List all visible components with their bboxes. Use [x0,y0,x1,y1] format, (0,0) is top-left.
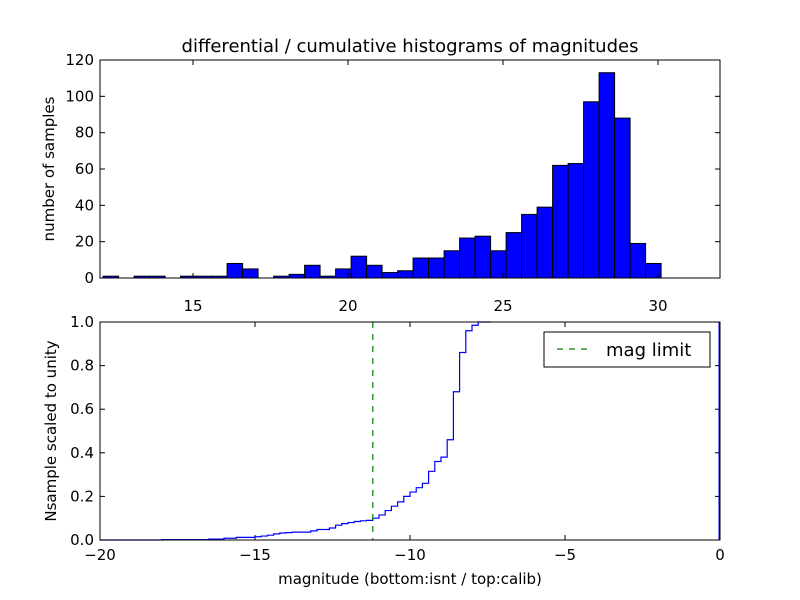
histogram-bar [428,257,445,279]
histogram-bar [459,237,476,279]
histogram-bar [242,268,259,279]
histogram-ticks: 0 20 40 60 80 100 120 15 20 25 30 [65,51,720,315]
histogram-bar [567,163,585,279]
histogram-bar [288,273,306,279]
x-tick-label: 25 [493,297,512,315]
cumulative-axes-frame [99,321,721,541]
y-tick-label: 1.0 [70,313,94,331]
histogram-panel: differential / cumulative histograms of … [40,36,721,315]
cumulative-y-axis-label: Nsample scaled to unity [42,340,60,521]
histogram-bar [645,262,662,279]
histogram-y-axis-label: number of samples [40,96,58,241]
histogram-bar [614,117,631,279]
y-tick-label: 80 [75,124,94,142]
x-tick-label: −5 [554,546,576,564]
chart-title: differential / cumulative histograms of … [182,36,639,57]
x-tick-label: 15 [183,297,202,315]
legend: mag limit [543,331,711,368]
histogram-axes-frame [99,59,721,279]
y-tick-label: 0.8 [70,357,94,375]
histogram-bar [474,235,492,279]
y-tick-label: 0.2 [70,487,94,505]
cumulative-panel: magnitude (bottom:isnt / top:calib) Nsam… [42,313,725,588]
y-tick-label: 20 [75,233,94,251]
histogram-bar [598,72,616,279]
x-tick-label: −20 [84,546,116,564]
histogram-bar [304,264,321,279]
cumulative-ticks: 0.0 0.2 0.4 0.6 0.8 1.0 −20 −15 −10 −5 0 [70,313,725,564]
y-tick-label: 120 [65,51,94,69]
x-tick-label: 30 [648,297,667,315]
y-tick-label: 0.4 [70,444,94,462]
histogram-bar [366,264,383,279]
histogram-bar [412,257,430,279]
histogram-bar [505,232,523,279]
histogram-bar [629,242,647,279]
y-tick-label: 100 [65,87,94,105]
x-tick-label: −15 [239,546,271,564]
y-tick-label: 60 [75,160,94,178]
histogram-bar [521,213,538,279]
cumulative-step-line [100,321,491,541]
y-tick-label: 0.6 [70,400,94,418]
legend-label-mag-limit: mag limit [606,340,691,361]
histogram-bar [490,250,507,279]
histogram-bar [381,272,399,279]
histogram-bar [552,164,569,279]
y-tick-label: 0.0 [70,531,94,549]
y-tick-label: 40 [75,196,94,214]
x-tick-label: −10 [394,546,426,564]
histogram-bar [397,270,414,279]
histogram-bar [350,255,368,279]
histogram-bars [102,72,662,279]
x-tick-label: 0 [715,546,725,564]
histogram-bar [536,206,554,279]
cumulative-x-axis-label: magnitude (bottom:isnt / top:calib) [278,570,542,588]
y-tick-label: 0 [84,269,94,287]
histogram-bar [335,268,352,279]
histogram-bar [443,250,461,279]
histogram-bar [226,262,244,279]
x-tick-label: 20 [338,297,357,315]
histogram-bar [583,101,600,279]
